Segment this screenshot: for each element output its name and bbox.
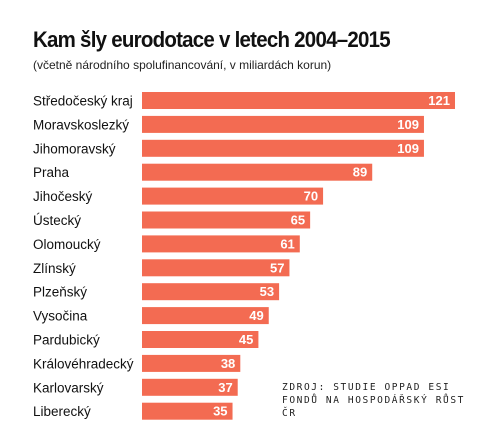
bar — [142, 354, 241, 372]
bar-value-label: 37 — [218, 380, 232, 395]
bar-value-label: 109 — [397, 141, 419, 156]
bar — [142, 402, 233, 420]
bar — [142, 92, 455, 109]
bar — [142, 259, 290, 277]
bar — [142, 139, 424, 157]
source-note: ZDROJ: STUDIE OPPAD ESI FONDŮ NA HOSPODÁ… — [282, 382, 465, 419]
bar — [142, 163, 373, 181]
bar-value-label: 65 — [291, 213, 305, 228]
bar-value-label: 89 — [353, 165, 367, 180]
bar-value-label: 35 — [213, 404, 227, 419]
category-label: Jihočeský — [33, 189, 93, 204]
bar-value-label: 49 — [249, 308, 263, 323]
bar-value-label: 45 — [239, 332, 253, 347]
category-label: Liberecký — [33, 404, 91, 419]
bar — [142, 331, 259, 348]
category-label: Plzeňský — [33, 285, 87, 300]
bar — [142, 283, 280, 301]
bar-value-label: 121 — [428, 93, 450, 108]
bar-value-label: 38 — [221, 356, 235, 371]
category-label: Jihomoravský — [33, 141, 116, 156]
bar — [142, 187, 324, 205]
category-label: Praha — [33, 165, 70, 180]
chart-subtitle: (včetně národního spolufinancování, v mi… — [33, 58, 332, 72]
category-label: Královéhradecký — [33, 356, 134, 371]
bar-value-label: 61 — [280, 236, 294, 251]
category-label: Zlínský — [33, 261, 76, 276]
bar-value-label: 53 — [260, 284, 274, 299]
category-label: Moravskoslezký — [33, 117, 129, 132]
category-label: Pardubický — [33, 333, 100, 348]
bar — [142, 307, 269, 325]
bar — [142, 211, 311, 229]
bar — [142, 378, 238, 396]
chart-title: Kam šly eurodotace v letech 2004–2015 — [33, 27, 391, 52]
category-label: Středočeský kraj — [33, 94, 133, 109]
bar-value-label: 57 — [270, 260, 284, 275]
bar-value-label: 70 — [304, 189, 318, 204]
category-label: Karlovarský — [33, 380, 104, 395]
category-label: Vysočina — [33, 309, 88, 324]
category-label: Ústecký — [33, 213, 81, 228]
bar — [142, 115, 424, 133]
bar-value-label: 109 — [397, 117, 419, 132]
category-label: Olomoucký — [33, 237, 101, 252]
bar — [142, 235, 300, 253]
